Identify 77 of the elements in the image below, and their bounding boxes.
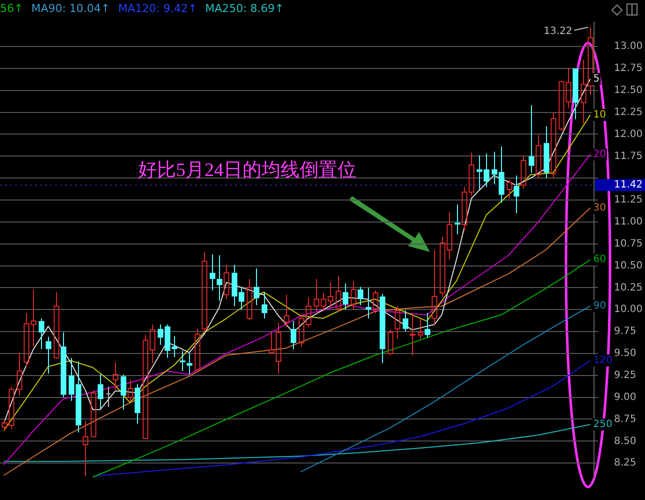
candlestick [528, 104, 534, 174]
y-tick-label: 9.50 [614, 348, 636, 360]
series-label: 10 [593, 110, 606, 121]
candlestick [432, 250, 438, 326]
candlestick [82, 420, 88, 477]
series-label: 250 [593, 419, 612, 430]
candlestick [262, 292, 268, 319]
y-tick-label: 11.00 [614, 216, 643, 228]
y-tick-label: 11.25 [614, 194, 643, 206]
y-tick-label: 12.00 [614, 128, 643, 140]
candlestick [410, 314, 416, 356]
text: MA90: 10.04↑ [31, 2, 110, 15]
y-tick-label: 9.75 [614, 326, 636, 338]
candlestick [366, 287, 372, 319]
candlestick [120, 374, 126, 410]
text: MA250: 8.69↑ [205, 2, 284, 15]
ref-line-label: 11.42 [614, 180, 643, 191]
y-tick-label: 10.00 [614, 304, 643, 316]
candlestick [544, 126, 550, 179]
series-label: 5 [593, 74, 600, 85]
y-tick-label: 8.75 [614, 414, 636, 425]
candlestick [98, 374, 104, 410]
text: 56↑ [0, 2, 24, 15]
candlestick [418, 318, 424, 340]
y-tick-label: 12.50 [614, 84, 643, 96]
candlestick [60, 332, 66, 398]
candlestick [186, 352, 192, 376]
y-tick-label: 9.00 [614, 392, 636, 403]
y-tick-label: 10.50 [614, 260, 643, 272]
candlestick [536, 134, 542, 179]
annotation: 好比5月24日的均线倒置位 [138, 160, 356, 181]
annotation: 13.22 [544, 26, 572, 37]
candlestick [336, 276, 342, 312]
candlestick [210, 254, 216, 291]
candlestick [572, 68, 578, 120]
candlestick [394, 306, 400, 340]
text: MA120: 9.42↑ [118, 2, 198, 15]
series-label: 120 [593, 355, 612, 366]
candlestick [454, 204, 460, 235]
y-tick-label: 8.50 [614, 436, 636, 447]
candlestick [550, 112, 556, 179]
candlestick [128, 379, 134, 402]
candlestick [514, 174, 520, 214]
y-tick-label: 9.25 [614, 370, 636, 381]
candlestick [224, 264, 230, 300]
series-label: 20 [593, 149, 606, 160]
candlestick [358, 286, 364, 306]
candlestick [402, 310, 408, 332]
y-tick-label: 13.00 [614, 41, 643, 52]
series-label: 60 [593, 254, 606, 266]
candlestick [284, 294, 290, 328]
candlestick [380, 293, 386, 364]
y-tick-label: 12.25 [614, 106, 643, 118]
y-tick-label: 8.25 [614, 458, 636, 469]
candlestick [342, 282, 348, 310]
y-tick-label: 10.75 [614, 238, 643, 250]
candlestick [54, 292, 60, 360]
candlestick [290, 320, 296, 350]
candlestick [106, 386, 112, 408]
candlestick [202, 251, 208, 333]
candlestick [38, 318, 44, 350]
candlestick [134, 384, 140, 424]
candlestick [254, 268, 260, 306]
candlestick [424, 312, 430, 338]
candlestick [46, 336, 52, 374]
candlestick [112, 362, 118, 391]
candlestick [246, 278, 252, 321]
candlestick [180, 350, 186, 372]
y-tick-label: 10.25 [614, 282, 643, 294]
y-tick-label: 11.75 [614, 150, 643, 162]
candlestick [506, 179, 512, 199]
series-label: 30 [593, 202, 606, 214]
candlestick [350, 280, 356, 310]
candlestick [16, 352, 22, 396]
candlestick [216, 254, 222, 302]
y-tick-label: 12.75 [614, 63, 643, 74]
series-label: 90 [593, 300, 606, 312]
